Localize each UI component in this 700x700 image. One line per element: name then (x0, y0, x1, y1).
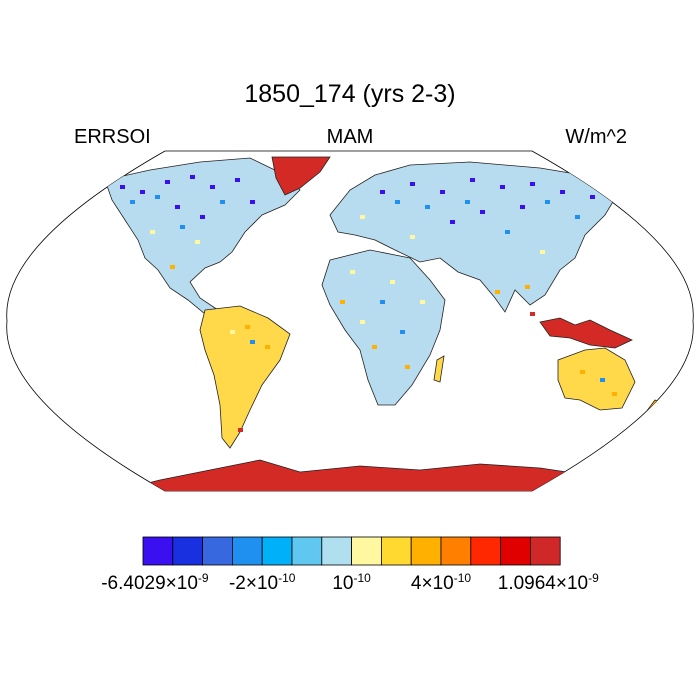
variable-label: ERRSOI (74, 126, 151, 148)
colorbar-label: 4×10-10 (410, 571, 472, 594)
colorbar-swatch (172, 536, 204, 566)
colorbar-swatch (410, 536, 442, 566)
colorbar-label: -6.4029×10-9 (101, 571, 209, 594)
colorbar-swatch (291, 536, 323, 566)
maritime-asia (539, 317, 633, 349)
africa (321, 249, 446, 406)
colorbar-swatch (440, 536, 472, 566)
colorbar-swatch (321, 536, 352, 566)
colorbar-swatch (380, 536, 412, 566)
colorbar-swatch (530, 536, 561, 566)
colorbar-swatch (261, 536, 293, 566)
colorbar-swatch (351, 536, 382, 566)
data-pixels (120, 175, 617, 432)
colorbar-swatch (231, 536, 263, 566)
colorbar-label: -2×10-10 (228, 571, 296, 594)
colorbar-swatch (470, 536, 501, 566)
eurasia (329, 161, 621, 313)
colorbar-swatch (142, 536, 174, 566)
colorbar-label: 1.0964×10-9 (497, 571, 599, 594)
antarctica (126, 459, 581, 491)
season-label: MAM (326, 126, 374, 148)
madagascar (433, 355, 445, 383)
units-label: W/m^2 (565, 126, 627, 148)
colorbar-swatch (202, 536, 233, 566)
colorbar-swatch (500, 536, 531, 566)
greenland (271, 156, 331, 196)
colorbar-label: 10-10 (332, 571, 371, 594)
map-title: 1850_174 (yrs 2-3) (244, 80, 456, 108)
